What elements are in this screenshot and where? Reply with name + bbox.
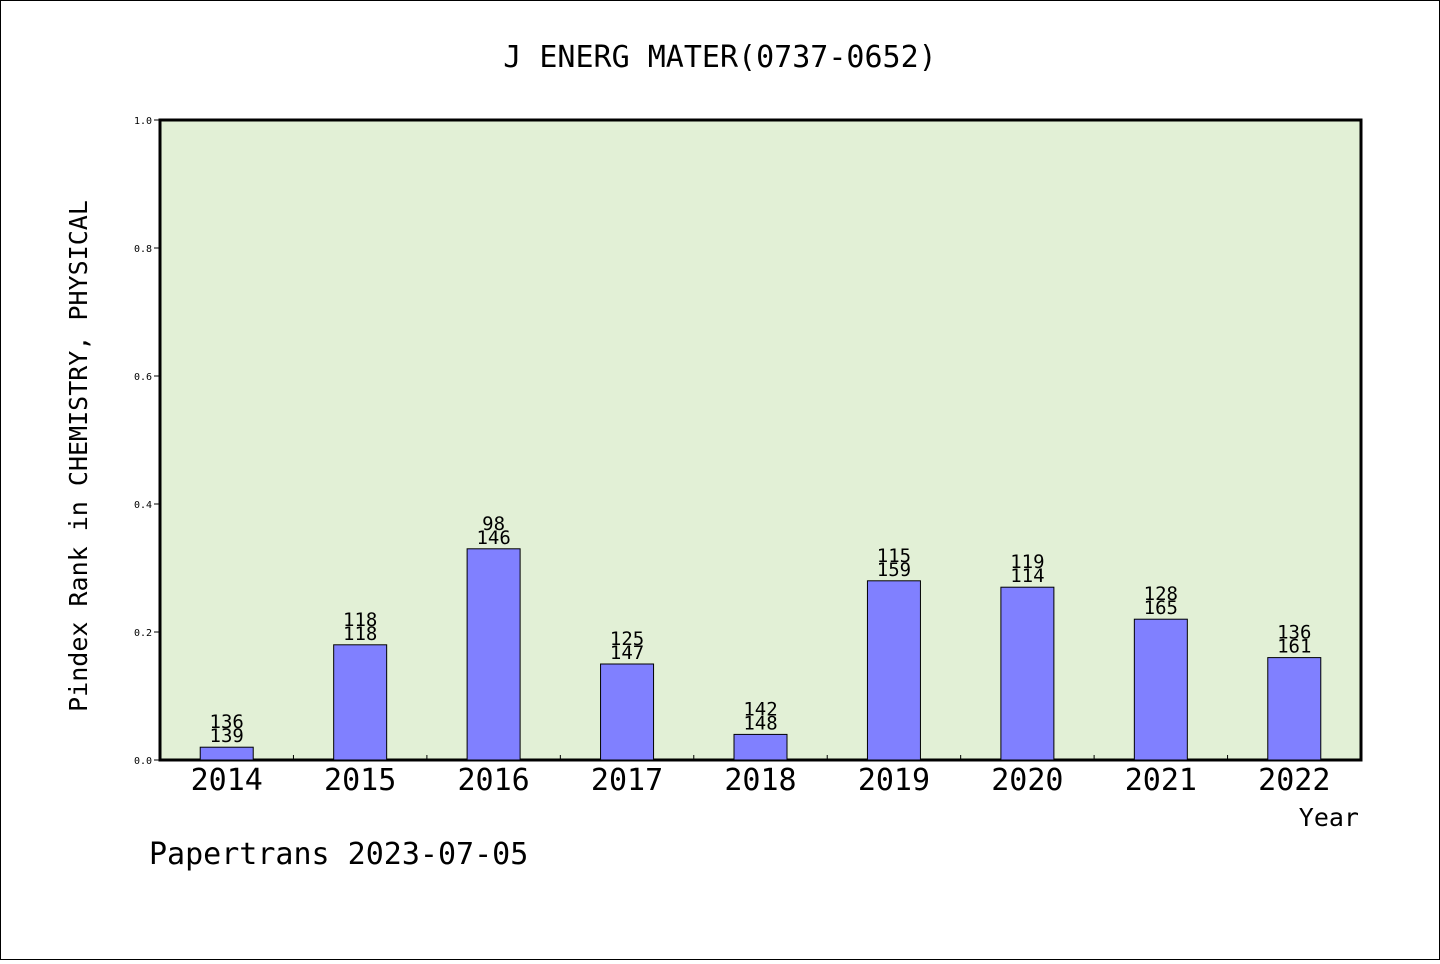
bar-2020 [1000,586,1055,761]
bar-label-bottom: 139 [210,725,244,747]
bar-label-top: 128 [1144,583,1178,605]
bar-label-bottom: 114 [1010,565,1044,587]
x-tick-label: 2022 [1258,763,1330,798]
bar-label-top: 125 [610,628,644,650]
bar-label-top: 115 [877,545,911,567]
bar-2017 [600,663,655,761]
bar-label-bottom: 147 [610,642,644,664]
bar-2016 [466,548,521,761]
y-tick-label: 0.2 [134,628,152,639]
bar-label-top: 98 [482,513,505,535]
bar-label-top: 136 [1277,622,1311,644]
y-axis-label: Pindex Rank in CHEMISTRY, PHYSICAL [64,200,93,712]
bar-2018 [733,733,788,761]
x-tick-label: 2019 [858,763,930,798]
footer-text: Papertrans 2023-07-05 [149,837,528,872]
bar-label-top: 119 [1010,551,1044,573]
x-tick-label: 2021 [1125,763,1197,798]
bar-label-top: 142 [743,698,777,720]
bar-label-bottom: 118 [343,623,377,645]
y-axis: 0.0 0.2 0.4 0.6 0.8 1.0 [134,116,160,767]
x-tick-label: 2015 [324,763,396,798]
bar-label-bottom: 165 [1144,597,1178,619]
x-tick-label: 2018 [724,763,796,798]
bar-label-bottom: 159 [877,559,911,581]
y-tick-label: 0.8 [134,244,152,255]
bar-label-bottom: 161 [1277,636,1311,658]
bar-2015 [333,644,388,761]
x-axis-label: Year [1299,803,1359,832]
bar-label-top: 118 [343,609,377,631]
bar-label-bottom: 146 [476,527,510,549]
bar-2014 [199,746,254,761]
bar-2019 [866,580,921,761]
x-tick-label: 2020 [991,763,1063,798]
x-tick-label: 2017 [591,763,663,798]
x-axis: 2014 2015 2016 2017 2018 2019 2020 2021 2022 [191,755,1330,798]
bar-label-bottom: 148 [743,712,777,734]
y-tick-label: 0.4 [134,500,152,511]
bar-2022 [1267,657,1322,761]
x-tick-label: 2014 [191,763,263,798]
bar-2021 [1133,618,1188,761]
chart-title: J ENERG MATER(0737-0652) [503,40,936,75]
x-tick-label: 2016 [457,763,529,798]
y-tick-label: 0.6 [134,372,152,383]
y-tick-label: 0.0 [134,756,152,767]
bar-label-top: 136 [210,711,244,733]
y-tick-label: 1.0 [134,116,152,127]
